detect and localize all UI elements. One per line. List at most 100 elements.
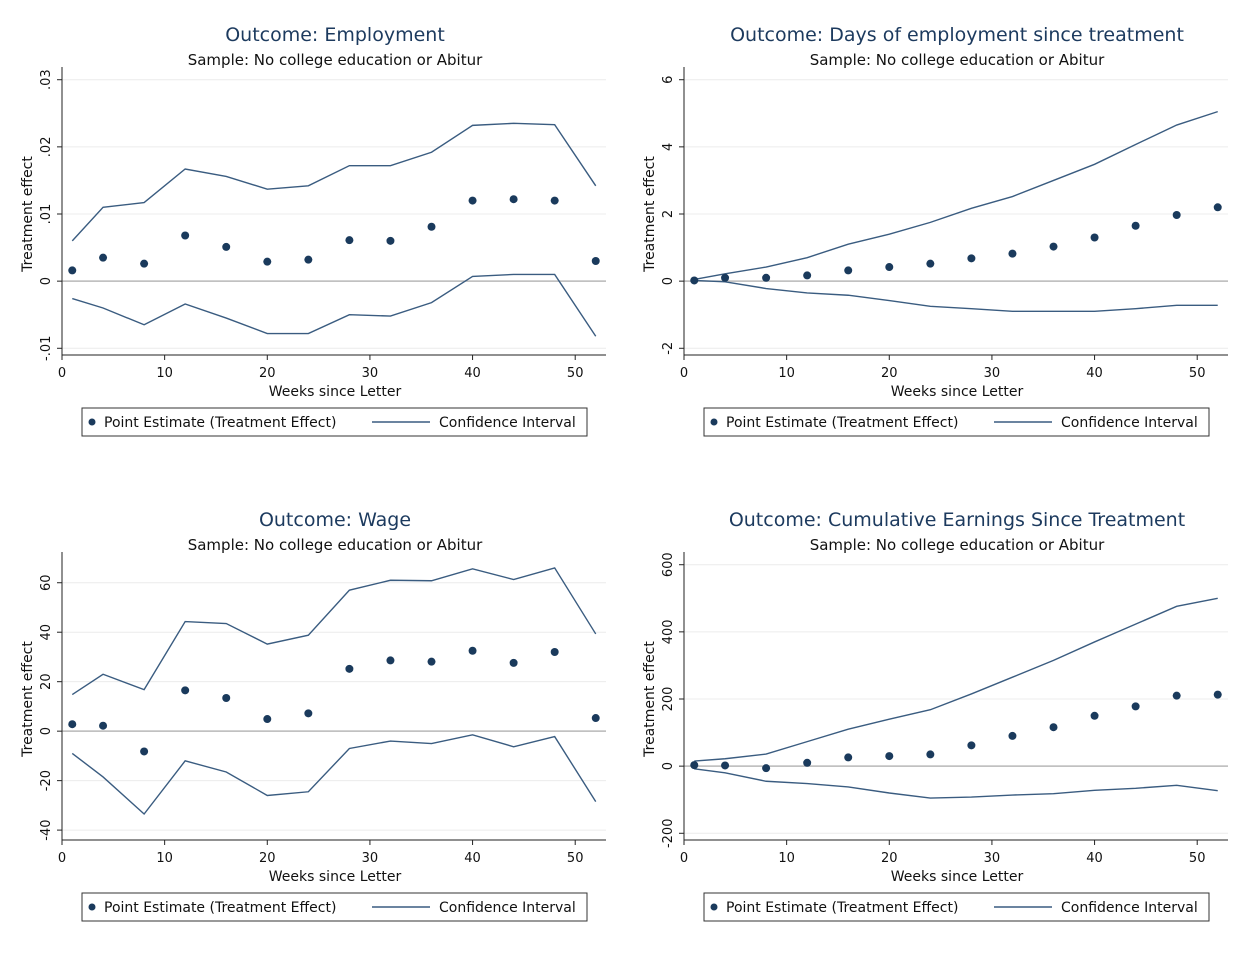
point-estimate-marker	[762, 273, 771, 282]
point-estimate-marker	[222, 694, 231, 703]
point-estimate-marker	[68, 720, 77, 729]
y-tick-label: -.01	[39, 336, 54, 361]
point-estimate-marker	[427, 657, 436, 666]
legend-point-marker	[88, 903, 96, 911]
x-tick-label: 0	[680, 366, 688, 381]
point-estimate-marker	[468, 646, 477, 655]
confidence-interval-line	[694, 279, 1218, 313]
y-tick-label: 6	[661, 76, 676, 84]
point-estimate-marker	[99, 721, 108, 730]
y-tick-label: 200	[661, 687, 676, 712]
chart-title: Outcome: Employment	[225, 24, 445, 46]
legend-point-marker	[710, 418, 718, 426]
chart-svg: Outcome: Wage Sample: No college educatio…	[20, 509, 606, 922]
y-tick-label: .01	[39, 204, 54, 225]
point-estimate-marker	[1172, 211, 1181, 220]
point-estimate-marker	[844, 266, 853, 275]
legend-box	[81, 407, 588, 437]
legend-label-confidence-interval: Confidence Interval	[1061, 415, 1198, 431]
point-estimate-marker	[550, 648, 559, 656]
y-tick-label: -40	[39, 819, 54, 840]
point-estimate-marker	[1090, 233, 1099, 242]
x-tick-label: 10	[778, 366, 795, 381]
chart-title: Outcome: Cumulative Earnings Since Treat…	[729, 509, 1185, 531]
point-estimate-marker	[1131, 702, 1140, 711]
chart-svg: Outcome: Days of employment since treatm…	[642, 24, 1228, 437]
point-estimate-marker	[721, 273, 730, 282]
point-estimate-marker	[926, 259, 935, 268]
point-estimate-marker	[304, 709, 313, 718]
x-tick-label: 10	[156, 366, 173, 381]
legend-label-confidence-interval: Confidence Interval	[439, 900, 576, 916]
confidence-interval-line	[694, 110, 1218, 281]
chart-svg: Outcome: Cumulative Earnings Since Treat…	[642, 509, 1228, 922]
point-estimate-marker	[721, 761, 730, 770]
confidence-interval-line	[71, 734, 597, 816]
confidence-interval-line	[694, 768, 1218, 799]
x-tick-label: 40	[1086, 851, 1103, 866]
point-estimate-marker	[304, 255, 313, 264]
x-tick-label: 20	[259, 366, 276, 381]
point-estimate-marker	[1049, 723, 1058, 732]
y-tick-label: .03	[39, 69, 54, 90]
point-estimate-marker	[99, 253, 108, 262]
x-tick-label: 0	[58, 851, 66, 866]
x-tick-label: 50	[567, 851, 584, 866]
x-axis-label: Weeks since Letter	[891, 869, 1024, 885]
point-estimate-marker	[427, 222, 436, 231]
point-estimate-marker	[885, 263, 894, 272]
point-estimate-marker	[690, 761, 699, 770]
x-axis-label: Weeks since Letter	[269, 384, 402, 400]
chart-svg: Outcome: Employment Sample: No college ed…	[20, 24, 606, 437]
legend-point-marker	[710, 903, 718, 911]
y-tick-label: 400	[661, 619, 676, 644]
point-estimate-marker	[140, 747, 149, 756]
y-tick-label: -200	[661, 819, 676, 849]
point-estimate-marker	[844, 753, 853, 762]
y-tick-label: -20	[39, 770, 54, 791]
point-estimate-marker	[509, 658, 518, 667]
y-axis-label: Treatment effect	[20, 641, 36, 758]
point-estimate-marker	[263, 715, 272, 724]
chart-subtitle: Sample: No college education or Abitur	[188, 536, 483, 554]
x-tick-label: 40	[1086, 366, 1103, 381]
point-estimate-marker	[222, 242, 231, 251]
point-estimate-marker	[509, 195, 518, 204]
point-estimate-marker	[550, 196, 559, 205]
point-estimate-marker	[967, 254, 976, 263]
y-tick-label: 600	[661, 552, 676, 577]
point-estimate-marker	[468, 196, 477, 205]
x-tick-label: 30	[984, 366, 1001, 381]
point-estimate-marker	[181, 686, 190, 695]
point-estimate-marker	[263, 257, 272, 266]
legend-box	[81, 892, 588, 922]
y-tick-label: -2	[661, 342, 676, 355]
confidence-interval-line	[71, 122, 597, 242]
x-tick-label: 30	[362, 851, 379, 866]
confidence-interval-line	[72, 273, 597, 337]
point-estimate-marker	[591, 257, 600, 265]
y-tick-label: 2	[661, 210, 676, 218]
x-axis-label: Weeks since Letter	[891, 384, 1024, 400]
x-tick-label: 50	[1189, 366, 1206, 381]
point-estimate-marker	[1008, 249, 1017, 258]
chart-subtitle: Sample: No college education or Abitur	[188, 51, 483, 69]
point-estimate-marker	[885, 752, 894, 761]
y-tick-label: 40	[39, 624, 54, 641]
x-tick-label: 40	[464, 851, 481, 866]
point-estimate-marker	[690, 276, 699, 285]
legend-label-confidence-interval: Confidence Interval	[439, 415, 576, 431]
legend-label-point-estimate: Point Estimate (Treatment Effect)	[726, 900, 958, 916]
point-estimate-marker	[762, 764, 771, 773]
point-estimate-marker	[591, 714, 600, 723]
confidence-interval-line	[71, 567, 597, 696]
y-tick-label: 4	[661, 143, 676, 151]
x-axis-label: Weeks since Letter	[269, 869, 402, 885]
y-tick-label: .02	[39, 137, 54, 158]
point-estimate-marker	[803, 271, 812, 280]
point-estimate-marker	[1213, 203, 1222, 212]
x-tick-label: 30	[984, 851, 1001, 866]
point-estimate-marker	[1131, 221, 1140, 230]
point-estimate-marker	[1008, 731, 1017, 740]
point-estimate-marker	[386, 656, 395, 665]
